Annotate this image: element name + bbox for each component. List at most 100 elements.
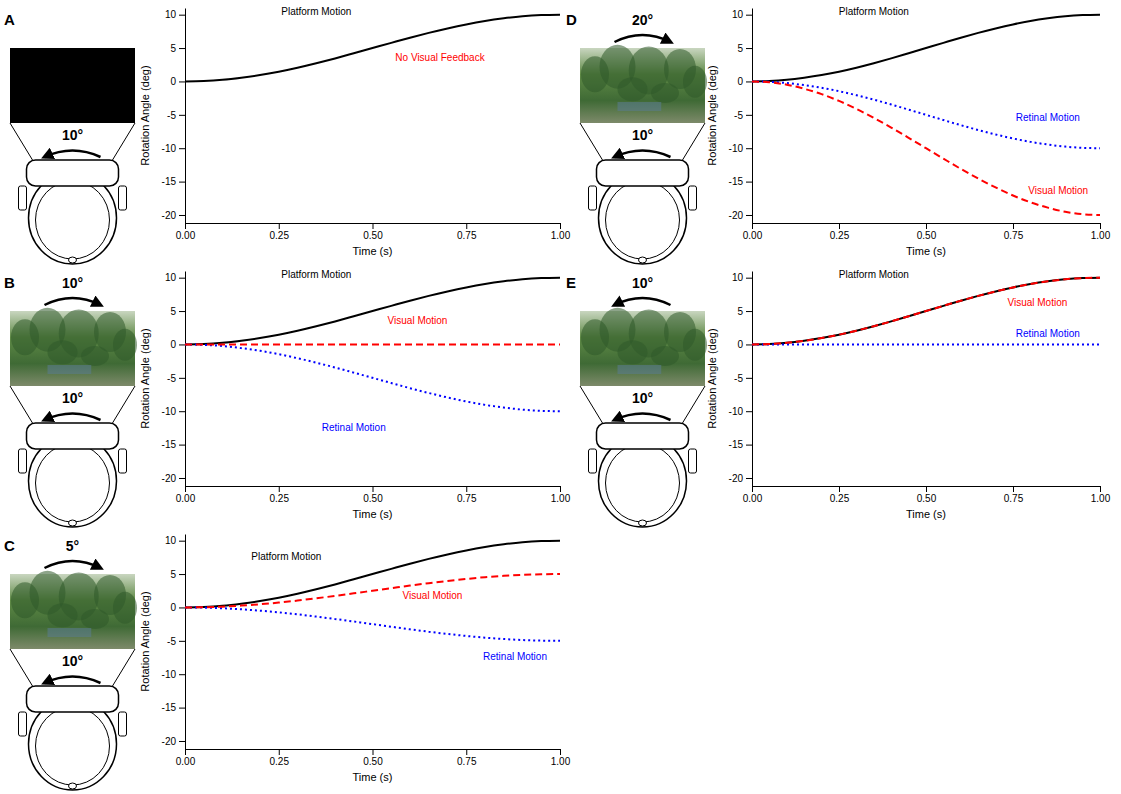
icon: 5°10° xyxy=(10,538,137,790)
panel-letter: D xyxy=(566,11,577,28)
y-axis: -20-15-10-50510 xyxy=(729,9,753,224)
y-tick-mark xyxy=(746,48,752,49)
x-tick-mark xyxy=(373,223,374,229)
x-tick-label: 0.50 xyxy=(917,230,937,241)
x-tick: 0.50 xyxy=(363,749,383,767)
y-tick-label: 5 xyxy=(170,569,176,580)
y-tick-label: -10 xyxy=(729,406,744,417)
head-strap xyxy=(606,181,680,259)
y-tick-label: 10 xyxy=(165,272,177,283)
earpiece xyxy=(689,449,697,473)
y-tick-mark xyxy=(179,641,185,642)
x-tick-label: 1.00 xyxy=(1091,493,1111,504)
x-tick-label: 0.00 xyxy=(743,493,763,504)
x-tick-mark xyxy=(560,749,561,755)
x-tick-label: 1.00 xyxy=(551,230,571,241)
y-tick-mark xyxy=(746,182,752,183)
y-tick-label: -15 xyxy=(162,439,177,450)
scene-water xyxy=(48,365,92,374)
y-tick-label: 10 xyxy=(732,9,744,20)
panel: B10°10°0.000.250.500.751.00-20-15-10-505… xyxy=(4,269,571,527)
y-tick-mark xyxy=(746,15,752,16)
x-tick-mark xyxy=(839,486,840,492)
axis-line xyxy=(752,272,753,487)
y-axis: -20-15-10-50510 xyxy=(162,9,186,224)
scene-water xyxy=(618,102,662,111)
x-tick-mark xyxy=(185,749,186,755)
y-tick-label: -5 xyxy=(167,110,176,121)
x-tick-label: 1.00 xyxy=(551,756,571,767)
view-line xyxy=(580,123,603,160)
y-tick: 0 xyxy=(170,339,185,350)
x-tick-mark xyxy=(1013,486,1014,492)
x-tick-mark xyxy=(1100,223,1101,229)
y-tick-mark xyxy=(179,378,185,379)
y-axis-title: Rotation Angle (deg) xyxy=(706,328,718,428)
x-axis: 0.000.250.500.751.00 xyxy=(176,223,571,241)
scene-tree xyxy=(81,346,109,366)
x-tick: 0.50 xyxy=(363,486,383,504)
y-axis-title: Rotation Angle (deg) xyxy=(139,65,151,165)
y-tick-mark xyxy=(179,81,185,82)
y-tick: 5 xyxy=(737,43,752,54)
headset-visor xyxy=(27,686,119,712)
y-tick-label: 0 xyxy=(737,339,743,350)
y-tick-label: 10 xyxy=(165,9,177,20)
x-tick-label: 0.00 xyxy=(176,230,196,241)
strap-knob xyxy=(69,520,77,526)
y-tick-mark xyxy=(179,115,185,116)
x-tick: 0.25 xyxy=(830,223,850,241)
line-annotation: Platform Motion xyxy=(839,269,909,280)
x-tick: 0.00 xyxy=(743,486,763,504)
x-tick-label: 0.75 xyxy=(1004,493,1024,504)
y-tick: -10 xyxy=(729,406,752,417)
y-tick-label: 5 xyxy=(737,306,743,317)
x-axis-title: Time (s) xyxy=(906,508,946,520)
x-tick-mark xyxy=(279,749,280,755)
view-line xyxy=(113,649,136,686)
x-tick: 0.75 xyxy=(1004,223,1024,241)
line-annotation: Platform Motion xyxy=(281,269,351,280)
y-tick-mark xyxy=(179,311,185,312)
panel: C5°10°0.000.250.500.751.00-20-15-10-5051… xyxy=(4,535,571,791)
x-tick-mark xyxy=(279,223,280,229)
rotation-arrow xyxy=(615,151,671,158)
y-tick-mark xyxy=(179,15,185,16)
earpiece xyxy=(119,449,127,473)
y-tick: -5 xyxy=(167,110,185,121)
y-tick-mark xyxy=(179,148,185,149)
x-tick: 0.75 xyxy=(1004,486,1024,504)
earpiece xyxy=(19,449,27,473)
headset-visor xyxy=(27,160,119,186)
x-tick-mark xyxy=(926,486,927,492)
y-tick-mark xyxy=(179,48,185,49)
y-tick-label: 0 xyxy=(170,76,176,87)
panel-letter: A xyxy=(4,11,15,28)
scene-water xyxy=(618,365,662,374)
y-tick: -10 xyxy=(162,406,185,417)
y-tick: -20 xyxy=(162,473,185,484)
y-tick-mark xyxy=(179,708,185,709)
series-line xyxy=(752,81,1100,215)
view-line xyxy=(580,386,603,423)
x-tick: 0.50 xyxy=(363,223,383,241)
y-tick: -20 xyxy=(729,210,752,221)
x-tick: 0.75 xyxy=(457,749,477,767)
y-tick-mark xyxy=(179,344,185,345)
x-tick-label: 1.00 xyxy=(1091,230,1111,241)
y-tick-label: 5 xyxy=(170,306,176,317)
x-tick: 0.25 xyxy=(830,486,850,504)
earpiece xyxy=(19,712,27,736)
y-tick: -15 xyxy=(729,176,752,187)
scene-tree xyxy=(113,329,137,361)
y-tick: 10 xyxy=(732,272,752,283)
series-line xyxy=(185,343,560,345)
line-annotation: Visual Motion xyxy=(388,315,448,326)
axis-line xyxy=(185,535,186,750)
x-tick: 1.00 xyxy=(1091,486,1111,504)
y-tick: -15 xyxy=(162,176,185,187)
x-tick: 1.00 xyxy=(551,223,571,241)
x-axis-title: Time (s) xyxy=(353,245,393,257)
icon: 10°10° xyxy=(580,275,707,527)
y-tick-mark xyxy=(746,344,752,345)
